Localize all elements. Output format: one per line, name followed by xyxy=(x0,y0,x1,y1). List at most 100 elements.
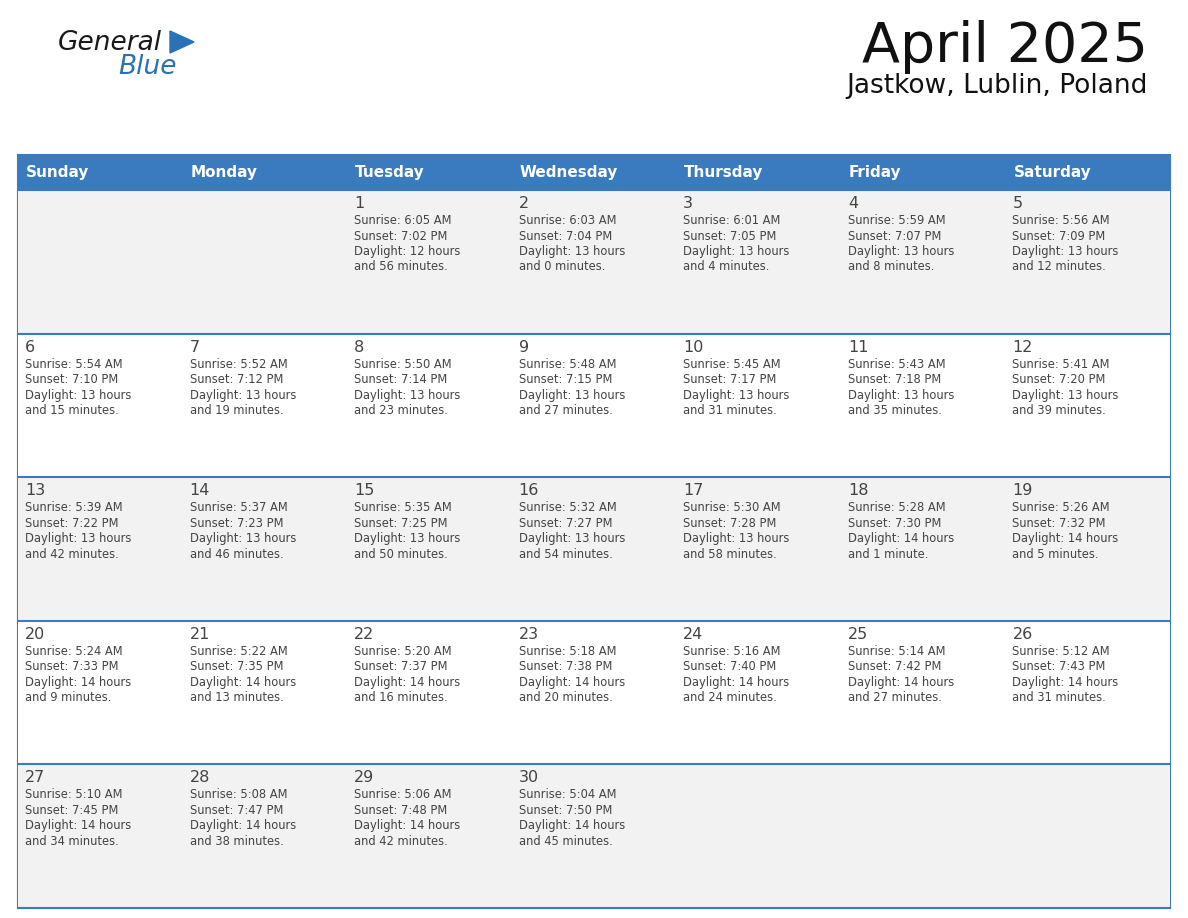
Bar xyxy=(676,155,841,190)
Text: Sunset: 7:47 PM: Sunset: 7:47 PM xyxy=(190,804,283,817)
Bar xyxy=(512,477,676,621)
Bar xyxy=(18,477,183,621)
Text: Daylight: 14 hours: Daylight: 14 hours xyxy=(1012,532,1119,545)
Text: Sunrise: 5:54 AM: Sunrise: 5:54 AM xyxy=(25,358,122,371)
Text: Sunset: 7:14 PM: Sunset: 7:14 PM xyxy=(354,373,448,386)
Text: 5: 5 xyxy=(1012,196,1023,211)
Text: Sunset: 7:17 PM: Sunset: 7:17 PM xyxy=(683,373,777,386)
Text: 17: 17 xyxy=(683,483,703,498)
Bar xyxy=(676,477,841,621)
Text: Sunrise: 5:35 AM: Sunrise: 5:35 AM xyxy=(354,501,451,514)
Text: 14: 14 xyxy=(190,483,210,498)
Text: Sunrise: 5:08 AM: Sunrise: 5:08 AM xyxy=(190,789,287,801)
Text: 6: 6 xyxy=(25,340,36,354)
Text: Sunset: 7:35 PM: Sunset: 7:35 PM xyxy=(190,660,283,673)
Text: and 12 minutes.: and 12 minutes. xyxy=(1012,261,1106,274)
Text: and 31 minutes.: and 31 minutes. xyxy=(1012,691,1106,704)
Text: Sunset: 7:43 PM: Sunset: 7:43 PM xyxy=(1012,660,1106,673)
Text: Saturday: Saturday xyxy=(1013,165,1092,180)
Text: Jastkow, Lublin, Poland: Jastkow, Lublin, Poland xyxy=(847,73,1148,99)
Text: 16: 16 xyxy=(519,483,539,498)
Text: Daylight: 13 hours: Daylight: 13 hours xyxy=(190,388,296,401)
Text: Sunrise: 5:24 AM: Sunrise: 5:24 AM xyxy=(25,644,122,658)
Text: Sunrise: 5:18 AM: Sunrise: 5:18 AM xyxy=(519,644,617,658)
Text: 21: 21 xyxy=(190,627,210,642)
Text: Sunset: 7:42 PM: Sunset: 7:42 PM xyxy=(848,660,941,673)
Polygon shape xyxy=(170,31,194,53)
Text: Sunrise: 5:43 AM: Sunrise: 5:43 AM xyxy=(848,358,946,371)
Text: Daylight: 13 hours: Daylight: 13 hours xyxy=(25,388,132,401)
Text: Daylight: 14 hours: Daylight: 14 hours xyxy=(25,676,131,688)
Text: Daylight: 14 hours: Daylight: 14 hours xyxy=(848,532,954,545)
Text: Sunrise: 5:28 AM: Sunrise: 5:28 AM xyxy=(848,501,946,514)
Text: Sunday: Sunday xyxy=(26,165,89,180)
Text: and 54 minutes.: and 54 minutes. xyxy=(519,548,613,561)
Text: Sunset: 7:04 PM: Sunset: 7:04 PM xyxy=(519,230,612,242)
Text: 1: 1 xyxy=(354,196,365,211)
Bar xyxy=(841,190,1005,333)
Text: Sunset: 7:05 PM: Sunset: 7:05 PM xyxy=(683,230,777,242)
Bar xyxy=(1005,333,1170,477)
Text: Sunset: 7:20 PM: Sunset: 7:20 PM xyxy=(1012,373,1106,386)
Text: 8: 8 xyxy=(354,340,365,354)
Text: 19: 19 xyxy=(1012,483,1032,498)
Text: 4: 4 xyxy=(848,196,858,211)
Text: 25: 25 xyxy=(848,627,868,642)
Bar xyxy=(183,765,347,908)
Text: Daylight: 14 hours: Daylight: 14 hours xyxy=(519,676,625,688)
Text: 2: 2 xyxy=(519,196,529,211)
Text: Sunrise: 5:22 AM: Sunrise: 5:22 AM xyxy=(190,644,287,658)
Text: 26: 26 xyxy=(1012,627,1032,642)
Text: Daylight: 14 hours: Daylight: 14 hours xyxy=(683,676,790,688)
Text: Daylight: 14 hours: Daylight: 14 hours xyxy=(354,676,461,688)
Text: and 19 minutes.: and 19 minutes. xyxy=(190,404,283,417)
Bar xyxy=(1005,477,1170,621)
Bar xyxy=(676,190,841,333)
Text: Daylight: 13 hours: Daylight: 13 hours xyxy=(519,245,625,258)
Text: and 45 minutes.: and 45 minutes. xyxy=(519,834,613,848)
Text: Sunset: 7:12 PM: Sunset: 7:12 PM xyxy=(190,373,283,386)
Bar xyxy=(676,333,841,477)
Text: and 56 minutes.: and 56 minutes. xyxy=(354,261,448,274)
Text: and 9 minutes.: and 9 minutes. xyxy=(25,691,112,704)
Text: Daylight: 13 hours: Daylight: 13 hours xyxy=(683,532,790,545)
Text: and 8 minutes.: and 8 minutes. xyxy=(848,261,934,274)
Text: and 39 minutes.: and 39 minutes. xyxy=(1012,404,1106,417)
Bar xyxy=(18,155,183,190)
Text: Sunrise: 5:04 AM: Sunrise: 5:04 AM xyxy=(519,789,617,801)
Text: Sunrise: 5:50 AM: Sunrise: 5:50 AM xyxy=(354,358,451,371)
Text: 9: 9 xyxy=(519,340,529,354)
Bar xyxy=(347,155,512,190)
Bar xyxy=(512,190,676,333)
Bar xyxy=(1005,621,1170,765)
Text: Sunrise: 6:01 AM: Sunrise: 6:01 AM xyxy=(683,214,781,227)
Text: Sunrise: 5:10 AM: Sunrise: 5:10 AM xyxy=(25,789,122,801)
Text: Sunset: 7:45 PM: Sunset: 7:45 PM xyxy=(25,804,119,817)
Bar xyxy=(18,155,1170,908)
Bar xyxy=(18,333,183,477)
Text: General: General xyxy=(58,30,162,56)
Text: Sunrise: 5:45 AM: Sunrise: 5:45 AM xyxy=(683,358,781,371)
Bar xyxy=(183,477,347,621)
Text: Sunset: 7:15 PM: Sunset: 7:15 PM xyxy=(519,373,612,386)
Text: 24: 24 xyxy=(683,627,703,642)
Text: Sunrise: 5:16 AM: Sunrise: 5:16 AM xyxy=(683,644,781,658)
Text: Sunrise: 5:37 AM: Sunrise: 5:37 AM xyxy=(190,501,287,514)
Bar xyxy=(676,765,841,908)
Text: Daylight: 13 hours: Daylight: 13 hours xyxy=(25,532,132,545)
Text: Sunrise: 6:03 AM: Sunrise: 6:03 AM xyxy=(519,214,617,227)
Text: and 0 minutes.: and 0 minutes. xyxy=(519,261,605,274)
Text: 27: 27 xyxy=(25,770,45,786)
Text: Daylight: 14 hours: Daylight: 14 hours xyxy=(190,676,296,688)
Text: Sunrise: 5:14 AM: Sunrise: 5:14 AM xyxy=(848,644,946,658)
Text: Thursday: Thursday xyxy=(684,165,764,180)
Text: 3: 3 xyxy=(683,196,694,211)
Text: Friday: Friday xyxy=(849,165,902,180)
Bar xyxy=(841,333,1005,477)
Bar xyxy=(347,190,512,333)
Bar xyxy=(347,477,512,621)
Text: 20: 20 xyxy=(25,627,45,642)
Bar xyxy=(512,765,676,908)
Bar xyxy=(512,333,676,477)
Text: Daylight: 12 hours: Daylight: 12 hours xyxy=(354,245,461,258)
